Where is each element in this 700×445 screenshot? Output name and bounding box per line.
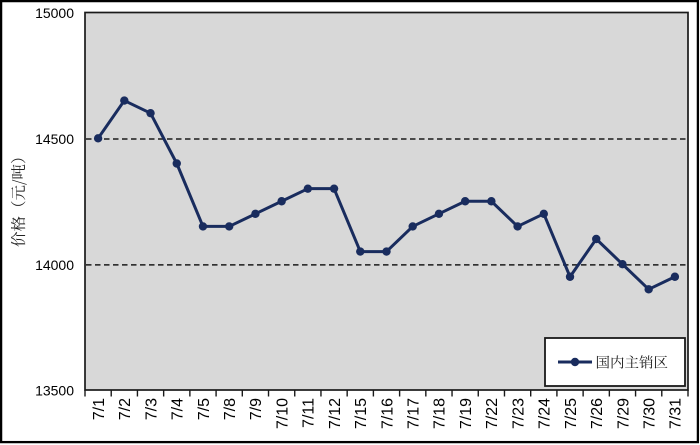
svg-text:7/31: 7/31 xyxy=(668,398,685,429)
svg-text:7/8: 7/8 xyxy=(222,398,239,420)
svg-text:7/12: 7/12 xyxy=(327,398,344,429)
svg-text:7/22: 7/22 xyxy=(484,398,501,429)
svg-text:7/2: 7/2 xyxy=(117,398,134,420)
svg-text:7/30: 7/30 xyxy=(641,398,658,429)
svg-text:7/18: 7/18 xyxy=(432,398,449,429)
svg-text:14000: 14000 xyxy=(35,257,74,273)
svg-text:7/29: 7/29 xyxy=(615,398,632,429)
svg-text:7/23: 7/23 xyxy=(510,398,527,429)
svg-text:7/11: 7/11 xyxy=(301,398,318,428)
svg-text:7/19: 7/19 xyxy=(458,398,475,429)
svg-text:7/3: 7/3 xyxy=(143,398,160,420)
svg-text:7/17: 7/17 xyxy=(406,398,423,429)
svg-text:7/5: 7/5 xyxy=(196,398,213,420)
svg-text:7/16: 7/16 xyxy=(379,398,396,429)
svg-text:7/10: 7/10 xyxy=(274,398,291,429)
svg-text:7/15: 7/15 xyxy=(353,398,370,429)
svg-text:14500: 14500 xyxy=(35,131,74,147)
svg-text:13500: 13500 xyxy=(35,383,74,399)
svg-text:15000: 15000 xyxy=(35,5,74,21)
svg-text:7/24: 7/24 xyxy=(537,398,554,429)
svg-text:7/1: 7/1 xyxy=(91,398,108,420)
svg-text:7/25: 7/25 xyxy=(563,398,580,429)
svg-text:7/9: 7/9 xyxy=(248,398,265,420)
svg-text:7/26: 7/26 xyxy=(589,398,606,429)
svg-text:7/4: 7/4 xyxy=(170,398,187,420)
